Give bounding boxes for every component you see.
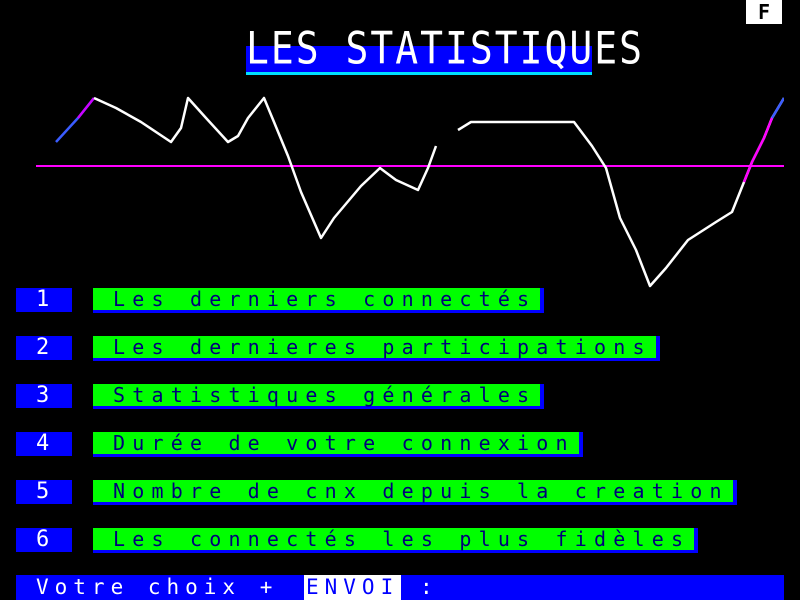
menu-item-label[interactable]: Les connectés les plus fidèles bbox=[93, 528, 699, 553]
menu-item-label[interactable]: Statistiques générales bbox=[93, 384, 545, 409]
graph-line-segment-1 bbox=[93, 96, 438, 240]
graph-line-segment-2 bbox=[457, 97, 784, 288]
menu-item-number[interactable]: 6 bbox=[16, 528, 72, 552]
menu-item-number[interactable]: 3 bbox=[16, 384, 72, 408]
minitel-screen: F LES STATISTIQUES 1 Les derniers connec… bbox=[16, 0, 784, 600]
choice-input[interactable]: : bbox=[420, 575, 439, 599]
page-title: LES STATISTIQUES bbox=[246, 22, 645, 74]
menu-item-number[interactable]: 4 bbox=[16, 432, 72, 456]
title-bar-background bbox=[246, 46, 592, 75]
choice-prompt: Votre choix + bbox=[36, 575, 279, 599]
menu-item-label[interactable]: Durée de votre connexion bbox=[93, 432, 583, 457]
menu-item-label[interactable]: Les derniers connectés bbox=[93, 288, 545, 313]
statistics-graph bbox=[36, 96, 784, 288]
input-prompt-bar[interactable]: Votre choix + ENVOI : bbox=[16, 575, 784, 600]
graph-line-end-blue bbox=[770, 97, 784, 119]
menu-item-label[interactable]: Nombre de cnx depuis la creation bbox=[93, 480, 737, 505]
menu-item-number[interactable]: 2 bbox=[16, 336, 72, 360]
menu-item-number[interactable]: 5 bbox=[16, 480, 72, 504]
menu-item-number[interactable]: 1 bbox=[16, 288, 72, 312]
envoi-key[interactable]: ENVOI bbox=[304, 575, 402, 600]
page-indicator: F bbox=[746, 0, 782, 24]
graph-line-end-magenta bbox=[742, 117, 774, 183]
graph-line-start-magenta bbox=[77, 97, 95, 119]
menu-item-label[interactable]: Les dernieres participations bbox=[93, 336, 660, 361]
